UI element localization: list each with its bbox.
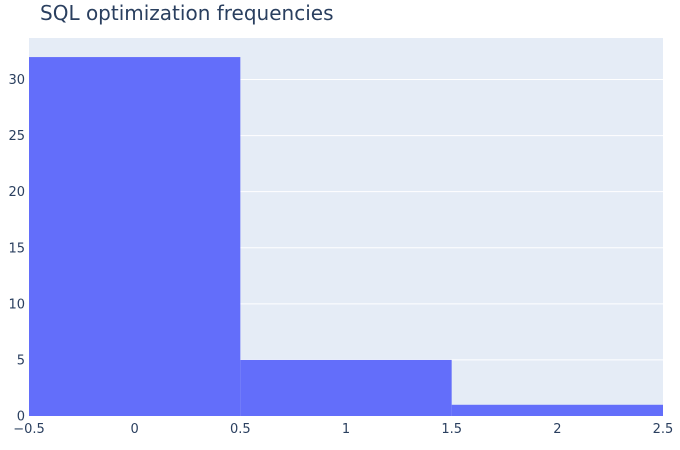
y-axis-ticks: 0 5 10 15 20 25 30	[8, 73, 25, 424]
x-tick-label: 0.5	[230, 422, 251, 437]
histogram-bar	[240, 359, 452, 416]
y-tick-label: 5	[17, 353, 25, 368]
y-tick-label: 20	[8, 185, 25, 200]
x-axis-ticks: −0.5 0 0.5 1 1.5 2 2.5	[13, 422, 673, 437]
x-tick-label: −0.5	[13, 422, 45, 437]
histogram-bar	[29, 57, 241, 417]
x-tick-label: 1	[342, 422, 350, 437]
y-tick-label: 15	[8, 241, 25, 256]
y-tick-label: 25	[8, 129, 25, 144]
bars	[29, 57, 663, 417]
x-tick-label: 0	[131, 422, 139, 437]
y-tick-label: 0	[17, 410, 25, 425]
x-tick-label: 1.5	[441, 422, 462, 437]
histogram-bar	[451, 404, 663, 416]
x-tick-label: 2	[553, 422, 561, 437]
chart-title: SQL optimization frequencies	[40, 1, 334, 25]
x-tick-label: 2.5	[653, 422, 674, 437]
y-tick-label: 10	[8, 297, 25, 312]
y-tick-label: 30	[8, 73, 25, 88]
